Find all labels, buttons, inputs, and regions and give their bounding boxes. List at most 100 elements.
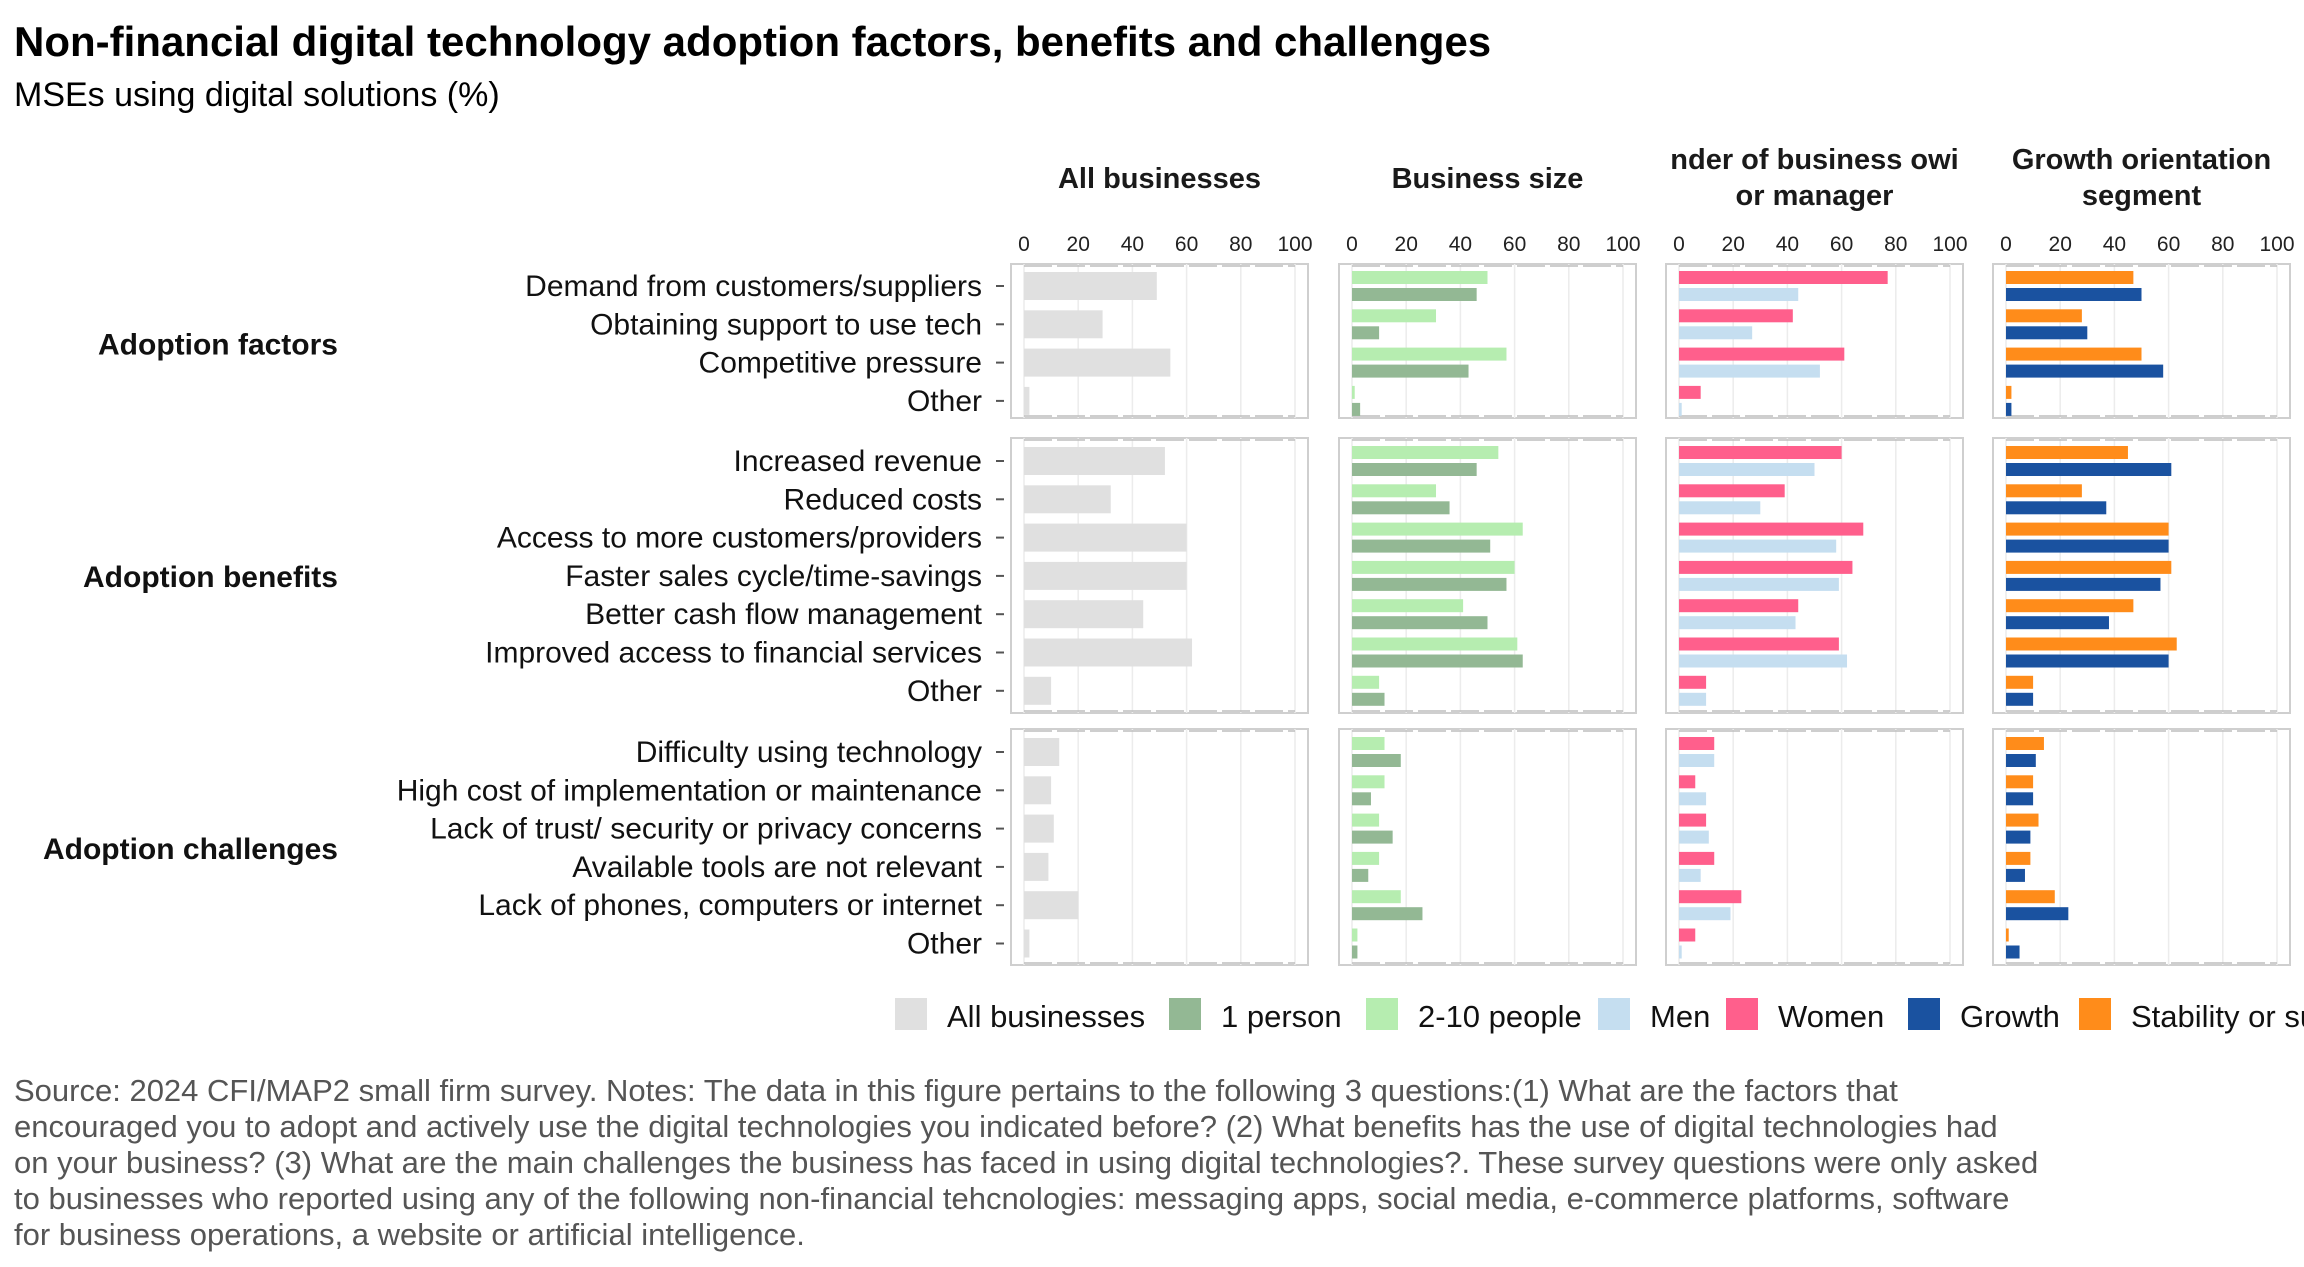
- bar-1-person: [1352, 616, 1488, 630]
- bar-2-10-people: [1352, 484, 1437, 498]
- bar-all-businesses: [1024, 776, 1052, 805]
- bar-all-businesses: [1024, 348, 1171, 377]
- bar-all-businesses: [1024, 929, 1030, 958]
- x-tick-label: 80: [1229, 233, 1252, 256]
- panel-background: [1010, 728, 1309, 966]
- bar-men: [1679, 868, 1701, 882]
- x-tick-label: 100: [2259, 233, 2294, 256]
- x-tick-label: 60: [1830, 233, 1853, 256]
- source-note: Source: 2024 CFI/MAP2 small firm survey.…: [14, 1073, 2254, 1253]
- bar-all-businesses: [1024, 561, 1187, 590]
- bar-growth: [2006, 288, 2142, 301]
- panel-background: [1992, 437, 2291, 714]
- row-label: Available tools are not relevant: [572, 851, 982, 884]
- bar-all-businesses: [1024, 738, 1060, 766]
- bar-men: [1679, 501, 1761, 515]
- legend-swatch: [1366, 998, 1398, 1030]
- bar-growth: [2006, 402, 2012, 416]
- bar-women: [1679, 385, 1701, 399]
- bar-stability-or-su: [2006, 637, 2177, 651]
- x-tick-label: 60: [1503, 233, 1526, 256]
- bar-growth: [2006, 654, 2169, 668]
- bar-1-person: [1352, 364, 1469, 378]
- bar-2-10-people: [1352, 890, 1401, 904]
- bar-men: [1679, 364, 1820, 378]
- bar-growth: [2006, 907, 2069, 921]
- source-note-line: encouraged you to adopt and actively use…: [14, 1109, 1998, 1144]
- x-tick-label: 20: [1395, 233, 1418, 256]
- x-tick-label: 0: [2000, 233, 2012, 256]
- legend-label: All businesses: [947, 999, 1145, 1034]
- bar-growth: [2006, 692, 2034, 706]
- bar-women: [1679, 271, 1888, 284]
- bar-2-10-people: [1352, 851, 1380, 865]
- bar-1-person: [1352, 577, 1507, 591]
- bar-1-person: [1352, 907, 1423, 921]
- bar-all-businesses: [1024, 485, 1111, 514]
- source-note-line: for business operations, a website or ar…: [14, 1217, 805, 1252]
- bar-men: [1679, 616, 1796, 630]
- bar-all-businesses: [1024, 814, 1054, 843]
- bar-men: [1679, 402, 1682, 416]
- x-tick-label: 80: [2211, 233, 2234, 256]
- bar-men: [1679, 830, 1709, 844]
- bar-2-10-people: [1352, 737, 1385, 750]
- bar-growth: [2006, 945, 2020, 959]
- bar-growth: [2006, 364, 2164, 378]
- bar-men: [1679, 326, 1753, 340]
- source-note-line: to businesses who reported using any of …: [14, 1181, 2010, 1216]
- chart-title: Non-financial digital technology adoptio…: [14, 18, 1492, 65]
- panel-title: segment: [2082, 180, 2202, 212]
- bar-women: [1679, 737, 1715, 750]
- bar-growth: [2006, 868, 2025, 882]
- bar-stability-or-su: [2006, 347, 2142, 361]
- group-label: Adoption factors: [98, 328, 338, 361]
- bar-all-businesses: [1024, 852, 1049, 881]
- group-label: Adoption benefits: [83, 561, 338, 594]
- row-label: Better cash flow management: [585, 598, 983, 631]
- x-tick-label: 40: [1449, 233, 1472, 256]
- legend-swatch: [895, 998, 927, 1030]
- x-tick-label: 100: [1605, 233, 1640, 256]
- bar-2-10-people: [1352, 347, 1507, 361]
- legend-label: 2-10 people: [1418, 999, 1582, 1034]
- faceted-bar-chart: All businesses 0 20 40 60 80 100 Business size 0…: [43, 144, 2304, 1034]
- bar-all-businesses: [1024, 447, 1165, 475]
- legend-label: Women: [1778, 999, 1884, 1034]
- bar-all-businesses: [1024, 310, 1103, 339]
- source-note-line: on your business? (3) What are the main …: [14, 1145, 2039, 1180]
- bar-women: [1679, 484, 1785, 498]
- bar-stability-or-su: [2006, 737, 2044, 750]
- bar-growth: [2006, 577, 2161, 591]
- group-label: Adoption challenges: [43, 833, 338, 866]
- panel-background: [1992, 728, 2291, 966]
- bar-men: [1679, 907, 1731, 921]
- row-label: Access to more customers/providers: [497, 522, 982, 555]
- panel-title: Growth orientation: [2012, 144, 2271, 176]
- x-tick-label: 60: [1175, 233, 1198, 256]
- bar-all-businesses: [1024, 386, 1030, 415]
- panel-title: Business size: [1392, 163, 1584, 195]
- bar-1-person: [1352, 654, 1523, 668]
- bar-1-person: [1352, 463, 1477, 476]
- source-note-line: Source: 2024 CFI/MAP2 small firm survey.…: [14, 1073, 1898, 1108]
- bar-men: [1679, 539, 1837, 553]
- bar-2-10-people: [1352, 775, 1385, 789]
- bar-women: [1679, 446, 1842, 459]
- x-tick-label: 40: [1121, 233, 1144, 256]
- bar-stability-or-su: [2006, 851, 2031, 865]
- bar-all-businesses: [1024, 600, 1144, 629]
- bar-all-businesses: [1024, 676, 1052, 705]
- row-label: Faster sales cycle/time-savings: [565, 560, 982, 593]
- bar-1-person: [1352, 830, 1393, 844]
- bar-1-person: [1352, 402, 1361, 416]
- bar-stability-or-su: [2006, 522, 2169, 536]
- bar-growth: [2006, 754, 2036, 767]
- bar-growth: [2006, 501, 2107, 515]
- bar-all-businesses: [1024, 638, 1193, 667]
- x-tick-label: 0: [1673, 233, 1685, 256]
- x-tick-label: 40: [1776, 233, 1799, 256]
- bar-women: [1679, 560, 1853, 574]
- x-tick-label: 100: [1932, 233, 1967, 256]
- x-tick-label: 20: [1067, 233, 1090, 256]
